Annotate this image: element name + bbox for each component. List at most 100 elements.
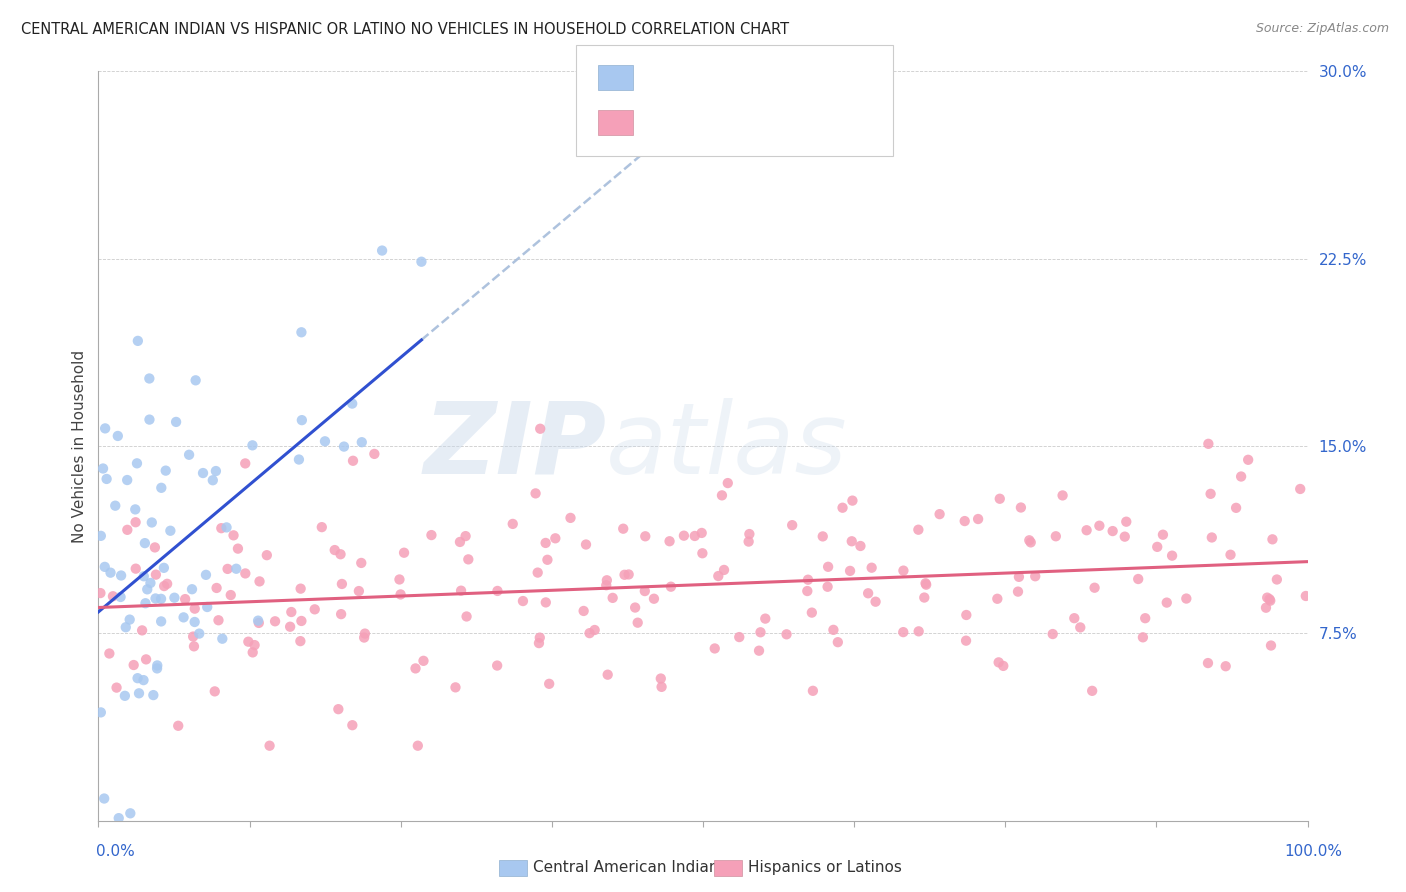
Point bbox=[371, 244, 394, 258]
Point bbox=[827, 635, 849, 649]
Point bbox=[181, 582, 204, 597]
Point bbox=[856, 586, 879, 600]
Point bbox=[142, 688, 165, 702]
Point bbox=[575, 537, 598, 551]
Point bbox=[512, 594, 534, 608]
Point bbox=[110, 568, 132, 582]
Text: CENTRAL AMERICAN INDIAN VS HISPANIC OR LATINO NO VEHICLES IN HOUSEHOLD CORRELATI: CENTRAL AMERICAN INDIAN VS HISPANIC OR L… bbox=[21, 22, 789, 37]
Point bbox=[217, 562, 239, 576]
Point bbox=[136, 582, 159, 597]
Text: 100.0%: 100.0% bbox=[1285, 845, 1343, 859]
Text: R =: R = bbox=[644, 113, 681, 131]
Point bbox=[627, 615, 650, 630]
Point bbox=[125, 456, 148, 470]
Point bbox=[340, 396, 363, 410]
Point bbox=[205, 581, 228, 595]
Point bbox=[801, 683, 824, 698]
Point bbox=[174, 592, 197, 607]
Point bbox=[211, 632, 233, 646]
Point bbox=[624, 600, 647, 615]
Point bbox=[290, 634, 312, 648]
Point bbox=[238, 634, 260, 648]
Point bbox=[219, 588, 242, 602]
Point bbox=[411, 254, 433, 268]
Point bbox=[350, 435, 373, 450]
Point bbox=[1008, 570, 1031, 584]
Point bbox=[291, 413, 314, 427]
Point bbox=[247, 615, 270, 630]
Point bbox=[350, 556, 373, 570]
Point bbox=[1201, 531, 1223, 545]
Point bbox=[138, 412, 160, 426]
Point bbox=[314, 434, 336, 449]
Point bbox=[955, 607, 977, 622]
Point bbox=[617, 567, 640, 582]
Point bbox=[141, 516, 163, 530]
Point bbox=[1199, 487, 1222, 501]
Point bbox=[304, 602, 326, 616]
Point bbox=[150, 615, 173, 629]
Point bbox=[602, 591, 624, 605]
Point bbox=[817, 559, 839, 574]
Point bbox=[707, 569, 730, 583]
Point bbox=[159, 524, 181, 538]
Text: R =: R = bbox=[644, 69, 681, 87]
Point bbox=[195, 599, 218, 614]
Point bbox=[127, 334, 149, 348]
Point bbox=[94, 559, 117, 574]
Point bbox=[107, 429, 129, 443]
Point bbox=[94, 421, 117, 435]
Point bbox=[1161, 549, 1184, 563]
Point bbox=[183, 640, 205, 654]
Point bbox=[247, 614, 270, 628]
Point bbox=[194, 567, 217, 582]
Point bbox=[907, 523, 929, 537]
Point bbox=[643, 591, 665, 606]
Point bbox=[450, 583, 472, 598]
Point bbox=[242, 438, 264, 452]
Point bbox=[955, 633, 977, 648]
Text: 0.246: 0.246 bbox=[679, 69, 731, 87]
Point bbox=[153, 579, 176, 593]
Point bbox=[841, 534, 863, 549]
Point bbox=[122, 658, 145, 673]
Point bbox=[1114, 530, 1136, 544]
Point bbox=[328, 702, 350, 716]
Point bbox=[538, 677, 561, 691]
Point bbox=[1225, 500, 1247, 515]
Point bbox=[204, 684, 226, 698]
Text: 0.0%: 0.0% bbox=[96, 845, 135, 859]
Point bbox=[912, 591, 935, 605]
Point bbox=[124, 502, 146, 516]
Point bbox=[444, 681, 467, 695]
Point bbox=[96, 472, 118, 486]
Point bbox=[524, 486, 547, 500]
Point bbox=[1197, 437, 1219, 451]
Point bbox=[290, 326, 312, 340]
Point bbox=[659, 580, 682, 594]
Point bbox=[392, 546, 415, 560]
Point bbox=[1260, 639, 1282, 653]
Point bbox=[342, 718, 364, 732]
Point bbox=[145, 591, 167, 606]
Point bbox=[780, 518, 803, 533]
Point bbox=[1237, 452, 1260, 467]
Point bbox=[389, 587, 412, 601]
Point bbox=[134, 536, 156, 550]
Point bbox=[817, 580, 839, 594]
Point bbox=[101, 589, 124, 603]
Point bbox=[353, 631, 375, 645]
Point bbox=[405, 661, 427, 675]
Point bbox=[290, 582, 312, 596]
Point bbox=[98, 647, 121, 661]
Point bbox=[1261, 533, 1284, 547]
Point bbox=[264, 615, 287, 629]
Point bbox=[342, 454, 364, 468]
Point bbox=[243, 638, 266, 652]
Point bbox=[201, 473, 224, 487]
Point bbox=[1135, 611, 1157, 625]
Point bbox=[1152, 527, 1174, 541]
Point bbox=[1132, 630, 1154, 644]
Point bbox=[749, 625, 772, 640]
Point bbox=[125, 562, 148, 576]
